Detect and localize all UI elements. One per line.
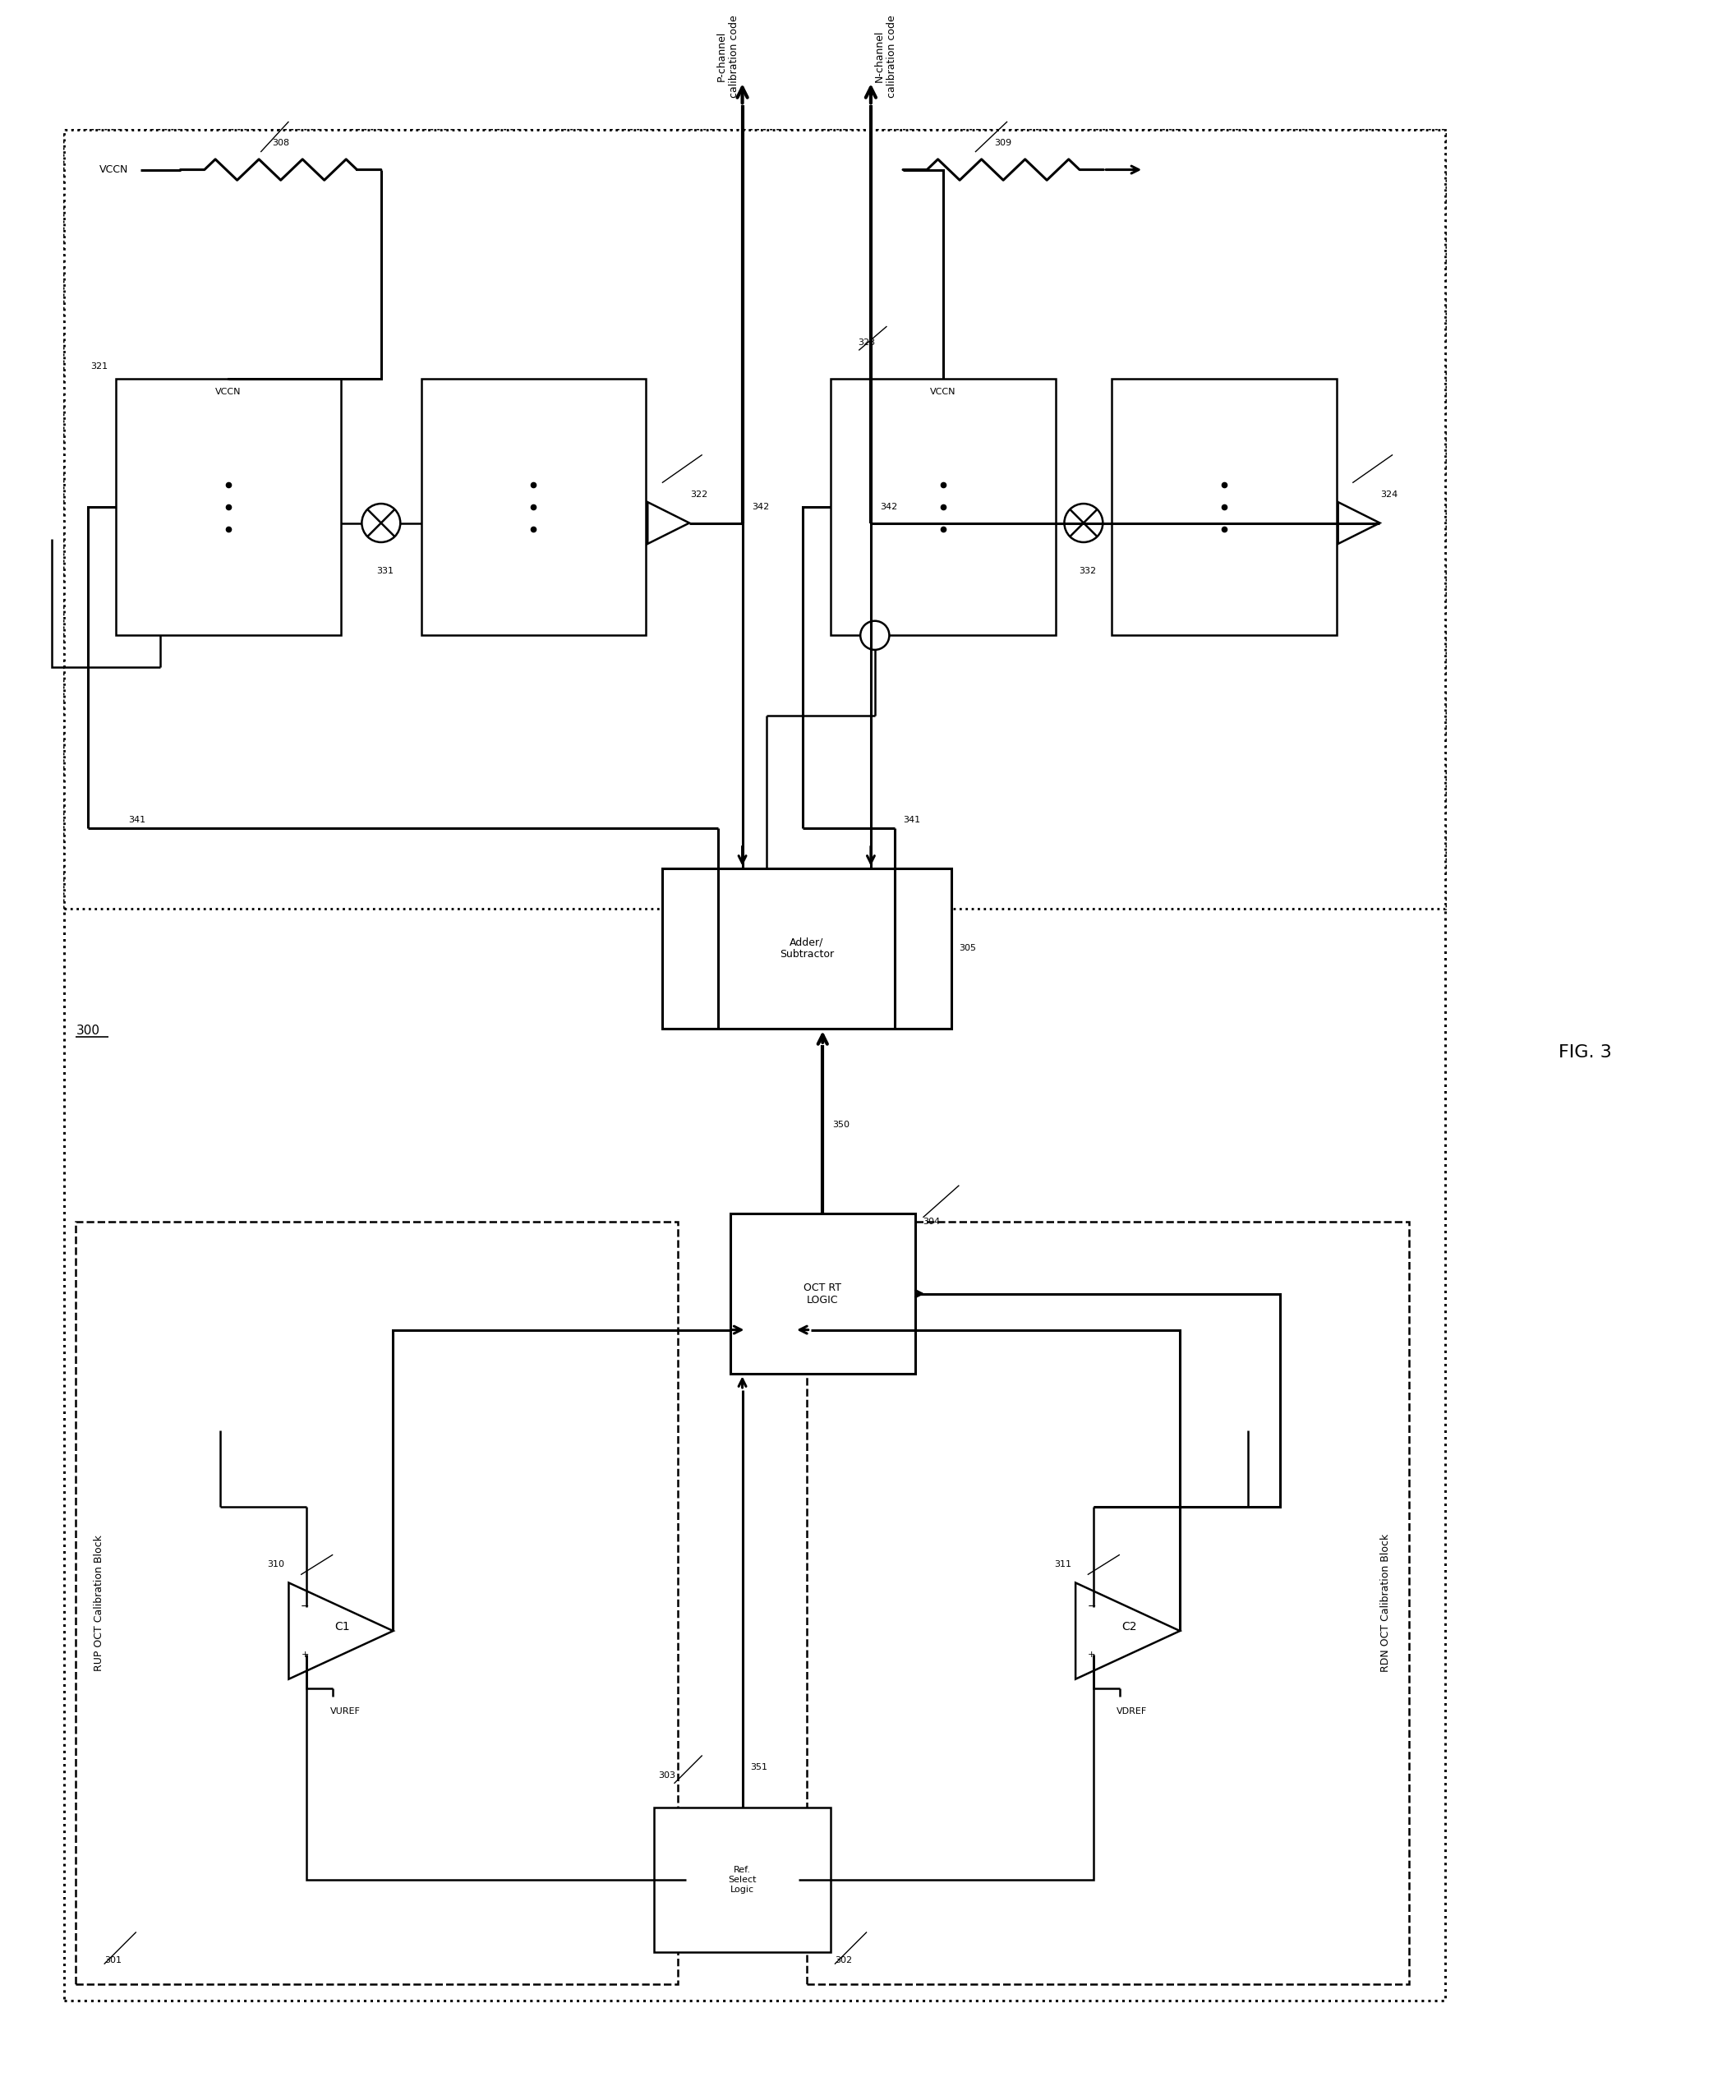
- Text: −: −: [300, 1602, 309, 1613]
- Bar: [116, 378, 340, 636]
- Text: 301: 301: [104, 1955, 122, 1964]
- Text: FIG. 3: FIG. 3: [1559, 1044, 1613, 1060]
- Text: VCCN: VCCN: [99, 164, 128, 174]
- Text: 309: 309: [995, 139, 1012, 147]
- Bar: [64, 130, 1444, 909]
- Text: C2: C2: [1121, 1621, 1137, 1632]
- Bar: [64, 130, 1444, 1999]
- Text: VCCN: VCCN: [930, 388, 957, 397]
- Text: 310: 310: [267, 1560, 285, 1569]
- Text: 323: 323: [858, 338, 875, 346]
- Text: N-channel
calibration code: N-channel calibration code: [873, 15, 898, 97]
- Bar: [422, 378, 646, 636]
- Text: VDREF: VDREF: [1116, 1707, 1147, 1716]
- Text: 302: 302: [835, 1955, 852, 1964]
- Text: 350: 350: [832, 1121, 849, 1130]
- Text: 304: 304: [924, 1218, 941, 1226]
- Text: RDN OCT Calibration Block: RDN OCT Calibration Block: [1380, 1533, 1391, 1672]
- Text: 342: 342: [752, 502, 769, 510]
- Circle shape: [861, 622, 889, 649]
- Text: −: −: [1087, 1602, 1095, 1613]
- Text: P-channel
calibration code: P-channel calibration code: [717, 15, 740, 97]
- Text: 331: 331: [377, 567, 394, 575]
- Text: +: +: [300, 1651, 309, 1659]
- Text: Adder/
Subtractor: Adder/ Subtractor: [779, 937, 833, 960]
- Text: VCCN: VCCN: [215, 388, 241, 397]
- Text: VUREF: VUREF: [330, 1707, 359, 1716]
- Text: RUP OCT Calibration Block: RUP OCT Calibration Block: [94, 1535, 104, 1672]
- Text: 322: 322: [691, 491, 708, 500]
- Bar: [807, 1222, 1408, 1984]
- Text: 341: 341: [903, 815, 920, 823]
- Text: 308: 308: [273, 139, 290, 147]
- Text: C1: C1: [335, 1621, 351, 1632]
- Bar: [731, 1214, 915, 1373]
- Text: 342: 342: [880, 502, 898, 510]
- Bar: [1111, 378, 1337, 636]
- Text: 300: 300: [76, 1025, 99, 1037]
- Text: 311: 311: [1054, 1560, 1071, 1569]
- Bar: [654, 1808, 830, 1953]
- Bar: [830, 378, 1055, 636]
- Bar: [661, 867, 951, 1029]
- Text: 305: 305: [958, 945, 976, 953]
- Text: 332: 332: [1078, 567, 1095, 575]
- Text: 324: 324: [1380, 491, 1397, 500]
- Text: +: +: [1088, 1651, 1095, 1659]
- Bar: [76, 1222, 679, 1984]
- Text: 303: 303: [658, 1770, 675, 1779]
- Text: Ref.
Select
Logic: Ref. Select Logic: [727, 1867, 757, 1894]
- Text: OCT RT
LOGIC: OCT RT LOGIC: [804, 1283, 842, 1306]
- Text: 341: 341: [128, 815, 146, 823]
- Text: 351: 351: [750, 1764, 767, 1772]
- Text: 321: 321: [90, 361, 108, 370]
